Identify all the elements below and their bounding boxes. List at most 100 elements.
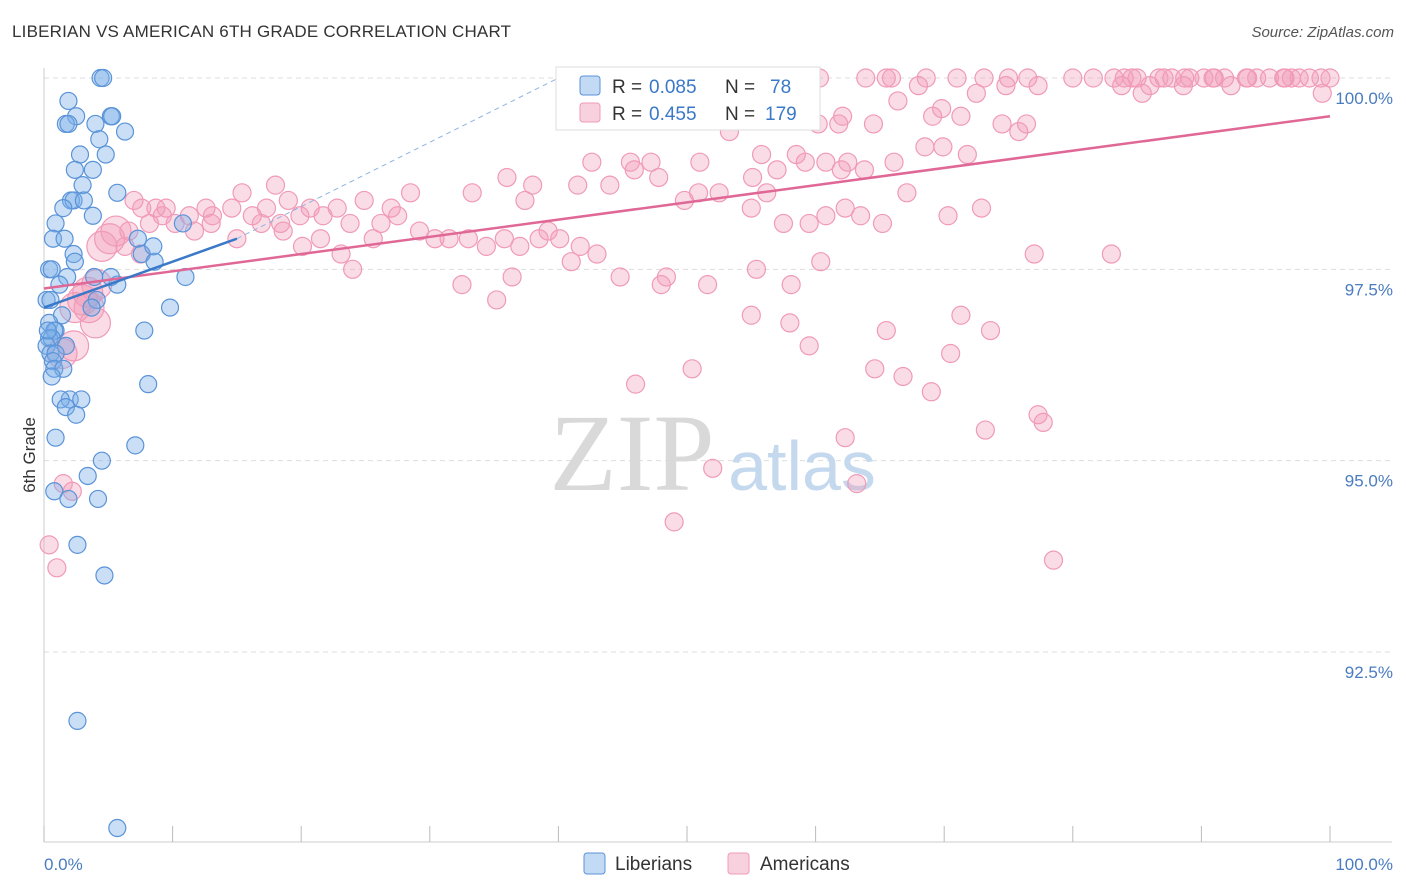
americans-point-130 bbox=[458, 229, 478, 249]
americans-point-49 bbox=[888, 91, 908, 111]
y-axis-label: 6th Grade bbox=[20, 417, 39, 493]
americans-point-41 bbox=[1221, 76, 1241, 96]
americans-point-173 bbox=[951, 305, 971, 325]
liberians-point-62 bbox=[56, 397, 75, 417]
stats-legend-blue-r-value: 0.085 bbox=[649, 77, 697, 98]
americans-point-163 bbox=[343, 259, 363, 279]
americans-point-82 bbox=[462, 183, 482, 203]
americans-point-61 bbox=[751, 144, 772, 165]
americans-point-159 bbox=[610, 267, 630, 287]
liberians-point-16 bbox=[108, 183, 127, 202]
chart-title: LIBERIAN VS AMERICAN 6TH GRADE CORRELATI… bbox=[12, 22, 512, 41]
americans-point-58 bbox=[1009, 121, 1029, 142]
americans-point-121 bbox=[271, 213, 291, 234]
liberians-point-11 bbox=[70, 145, 90, 164]
americans-point-43 bbox=[1018, 68, 1038, 88]
liberians-trend-line bbox=[43, 237, 238, 309]
americans-point-97 bbox=[897, 183, 917, 203]
axes bbox=[43, 68, 1392, 843]
americans-point-187 bbox=[1028, 405, 1048, 425]
americans-point-48 bbox=[966, 83, 986, 103]
x-tick-label-0: 0.0% bbox=[44, 855, 83, 874]
americans-point-79 bbox=[568, 175, 588, 195]
americans-point-109 bbox=[196, 198, 216, 218]
americans-point-76 bbox=[816, 152, 836, 172]
americans-point-46 bbox=[1312, 83, 1332, 103]
liberians-point-74 bbox=[108, 818, 127, 838]
americans-point-85 bbox=[649, 167, 669, 188]
americans-point-40 bbox=[1028, 76, 1048, 96]
americans-point-73 bbox=[690, 152, 710, 172]
stats-legend-blue-n-value: 78 bbox=[770, 77, 791, 98]
americans-point-32 bbox=[998, 68, 1019, 88]
americans-point-142 bbox=[310, 229, 331, 249]
americans-point-125 bbox=[371, 213, 391, 234]
x-tick-label-1: 100.0% bbox=[1335, 855, 1393, 874]
americans-point-162 bbox=[452, 275, 472, 295]
americans-point-84 bbox=[624, 160, 644, 180]
liberians-point-3 bbox=[67, 107, 86, 126]
americans-point-63 bbox=[831, 160, 851, 180]
americans-point-5 bbox=[916, 68, 936, 88]
americans-point-8 bbox=[1083, 68, 1103, 88]
stats-legend-blue-swatch bbox=[579, 75, 601, 96]
liberians-point-28 bbox=[64, 244, 83, 264]
americans-point-190 bbox=[664, 512, 684, 532]
americans-point-161 bbox=[502, 267, 522, 287]
liberians-point-63 bbox=[67, 405, 86, 424]
americans-point-179 bbox=[799, 336, 819, 356]
americans-point-145 bbox=[251, 213, 271, 234]
americans-point-80 bbox=[523, 175, 543, 195]
liberians-point-29 bbox=[65, 252, 84, 271]
stats-legend-blue-n-label: N = bbox=[725, 77, 755, 98]
watermark-zip: ZIP bbox=[550, 392, 715, 514]
liberians-point-21 bbox=[83, 206, 102, 225]
americans-trend-line bbox=[43, 115, 1331, 290]
americans-point-6 bbox=[974, 68, 994, 88]
americans-point-181 bbox=[682, 359, 702, 379]
liberians-point-77 bbox=[38, 321, 57, 340]
americans-point-15 bbox=[1214, 68, 1235, 88]
americans-point-23 bbox=[1320, 68, 1340, 88]
americans-point-198 bbox=[1024, 244, 1044, 264]
liberians-point-67 bbox=[78, 466, 97, 486]
series-liberians bbox=[37, 68, 195, 838]
americans-point-65 bbox=[854, 160, 875, 180]
liberians-point-50 bbox=[56, 336, 75, 355]
americans-point-117 bbox=[165, 213, 185, 234]
americans-point-135 bbox=[550, 229, 570, 249]
liberians-point-70 bbox=[88, 489, 108, 509]
liberians-point-12 bbox=[96, 145, 115, 164]
americans-point-194 bbox=[47, 558, 67, 578]
americans-point-137 bbox=[587, 244, 607, 264]
americans-point-51 bbox=[951, 106, 971, 126]
americans-point-57 bbox=[863, 114, 884, 134]
stats-legend-pink-n-value: 179 bbox=[765, 104, 797, 125]
americans-point-108 bbox=[202, 206, 223, 226]
grid-lines bbox=[44, 77, 1392, 653]
americans-point-132 bbox=[494, 229, 514, 249]
americans-point-192 bbox=[1043, 550, 1064, 570]
americans-point-81 bbox=[497, 167, 517, 188]
liberians-point-25 bbox=[55, 229, 74, 248]
americans-point-124 bbox=[340, 213, 360, 234]
americans-point-77 bbox=[742, 167, 763, 188]
americans-point-126 bbox=[388, 206, 408, 226]
americans-point-197 bbox=[1101, 244, 1121, 264]
watermark: ZIP atlas bbox=[550, 392, 876, 514]
americans-point-31 bbox=[947, 68, 967, 88]
americans-point-175 bbox=[741, 305, 761, 325]
americans-point-39 bbox=[1173, 76, 1193, 96]
americans-point-188 bbox=[703, 458, 723, 478]
americans-point-59 bbox=[1016, 114, 1037, 134]
liberians-point-64 bbox=[46, 428, 65, 447]
americans-point-122 bbox=[290, 206, 310, 226]
liberians-point-42 bbox=[160, 298, 180, 317]
americans-point-123 bbox=[313, 206, 333, 226]
liberians-point-5 bbox=[103, 107, 122, 126]
stats-legend-blue-r-label: R = bbox=[612, 77, 642, 98]
americans-point-93 bbox=[816, 206, 836, 226]
americans-point-178 bbox=[941, 343, 961, 364]
americans-point-182 bbox=[865, 359, 885, 379]
